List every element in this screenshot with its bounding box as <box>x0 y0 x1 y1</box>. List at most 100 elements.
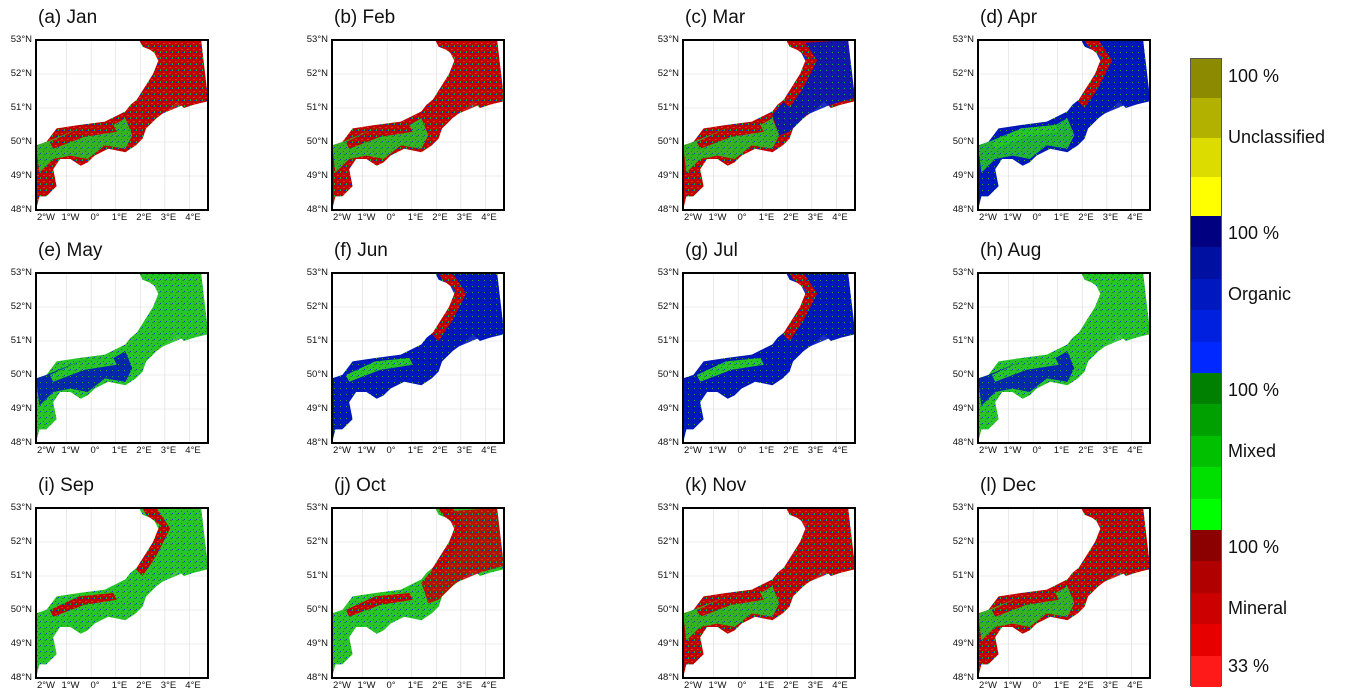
longitude-label: 0° <box>1032 445 1042 456</box>
latitude-label: 53°N <box>306 34 328 45</box>
latitude-label: 53°N <box>306 267 328 278</box>
panel-title: (e) May <box>38 240 103 261</box>
longitude-label: 2°E <box>1078 680 1094 691</box>
latitude-label: 51°N <box>952 335 974 346</box>
legend-swatch <box>1191 561 1221 594</box>
latitude-label: 50°N <box>306 136 328 147</box>
legend-class-label: Mineral <box>1228 597 1288 618</box>
latitude-label: 50°N <box>306 604 328 615</box>
longitude-label: 4°E <box>832 445 848 456</box>
latitude-label: 52°N <box>952 536 974 547</box>
longitude-label: 3°E <box>807 445 824 456</box>
legend-top-label: 100 % <box>1228 66 1280 86</box>
latitude-label: 52°N <box>306 301 328 312</box>
latitude-label: 53°N <box>657 267 679 278</box>
latitude-label: 48°N <box>306 672 328 683</box>
map-panel <box>331 272 505 444</box>
latitude-label: 49°N <box>657 638 679 649</box>
longitude-label: 2°E <box>432 212 448 223</box>
map-frame <box>331 272 505 444</box>
map-panel <box>331 39 505 211</box>
latitude-label: 53°N <box>10 267 32 278</box>
longitude-label: 0° <box>90 445 100 456</box>
latitude-label: 48°N <box>952 672 974 683</box>
longitude-label: 1°W <box>357 445 376 456</box>
map-frame <box>682 39 856 211</box>
latitude-label: 48°N <box>306 204 328 215</box>
english-south-coast-band <box>345 125 413 149</box>
panel-title: (j) Oct <box>334 475 386 496</box>
english-coast-band <box>135 40 171 108</box>
panel-title: (l) Dec <box>980 475 1036 496</box>
latitude-label: 51°N <box>10 102 32 113</box>
map-panel <box>35 39 209 211</box>
legend-swatch <box>1191 278 1221 311</box>
longitude-label: 1°E <box>407 680 424 691</box>
map-panel <box>682 272 856 444</box>
north-sea-water-class <box>125 508 208 604</box>
map-panel <box>977 39 1151 211</box>
longitude-label: 1°W <box>61 680 80 691</box>
longitude-label: 1°E <box>111 680 128 691</box>
latitude-label: 52°N <box>952 68 974 79</box>
longitude-label: 0° <box>737 680 747 691</box>
longitude-label: 1°E <box>407 212 424 223</box>
legend-swatch <box>1191 530 1221 562</box>
english-coast-band <box>1077 273 1113 341</box>
latitude-label: 48°N <box>10 204 32 215</box>
north-sea-water-class <box>772 273 855 369</box>
longitude-label: 0° <box>90 212 100 223</box>
longitude-label: 3°E <box>160 445 177 456</box>
latitude-label: 52°N <box>952 301 974 312</box>
legend-swatch <box>1191 404 1221 437</box>
longitude-label: 0° <box>386 680 396 691</box>
latitude-label: 48°N <box>657 204 679 215</box>
latitude-label: 51°N <box>10 335 32 346</box>
latitude-label: 50°N <box>952 369 974 380</box>
longitude-label: 1°W <box>357 212 376 223</box>
longitude-label: 4°E <box>1127 680 1143 691</box>
longitude-label: 2°E <box>432 680 448 691</box>
map-panel <box>35 507 209 679</box>
english-coast-band <box>782 273 818 341</box>
north-sea-water-class <box>421 273 504 369</box>
map-frame <box>977 39 1151 211</box>
latitude-label: 53°N <box>306 502 328 513</box>
longitude-label: 3°E <box>1102 445 1119 456</box>
legend-class-label: Organic <box>1228 283 1292 304</box>
latitude-label: 52°N <box>657 536 679 547</box>
map-frame <box>331 39 505 211</box>
longitude-label: 0° <box>386 212 396 223</box>
longitude-label: 3°E <box>807 680 824 691</box>
longitude-label: 2°E <box>136 212 152 223</box>
legend-swatch <box>1191 176 1221 217</box>
legend-top-label: 100 % <box>1228 537 1280 557</box>
latitude-label: 50°N <box>952 604 974 615</box>
latitude-label: 48°N <box>657 672 679 683</box>
latitude-label: 53°N <box>952 267 974 278</box>
longitude-label: 1°W <box>61 445 80 456</box>
map-panel <box>35 272 209 444</box>
legend-swatch <box>1191 592 1221 625</box>
english-coast-band <box>135 508 171 576</box>
map-frame <box>682 272 856 444</box>
longitude-label: 1°E <box>1053 212 1070 223</box>
latitude-label: 50°N <box>657 369 679 380</box>
legend-swatch <box>1191 247 1221 280</box>
legend-class-label: Unclassified <box>1228 126 1326 147</box>
latitude-label: 49°N <box>657 403 679 414</box>
latitude-label: 48°N <box>952 437 974 448</box>
north-sea-water-class <box>125 273 208 369</box>
legend-swatch <box>1191 624 1221 657</box>
english-coast-band <box>431 508 467 576</box>
longitude-label: 2°W <box>978 445 998 456</box>
map-panel <box>977 507 1151 679</box>
english-south-coast-band <box>345 358 413 382</box>
longitude-label: 2°W <box>978 212 998 223</box>
longitude-label: 3°E <box>456 680 473 691</box>
legend-swatch <box>1191 59 1221 99</box>
longitude-label: 1°W <box>708 212 727 223</box>
longitude-label: 2°E <box>136 445 152 456</box>
latitude-label: 50°N <box>10 136 32 147</box>
longitude-label: 1°E <box>758 680 775 691</box>
